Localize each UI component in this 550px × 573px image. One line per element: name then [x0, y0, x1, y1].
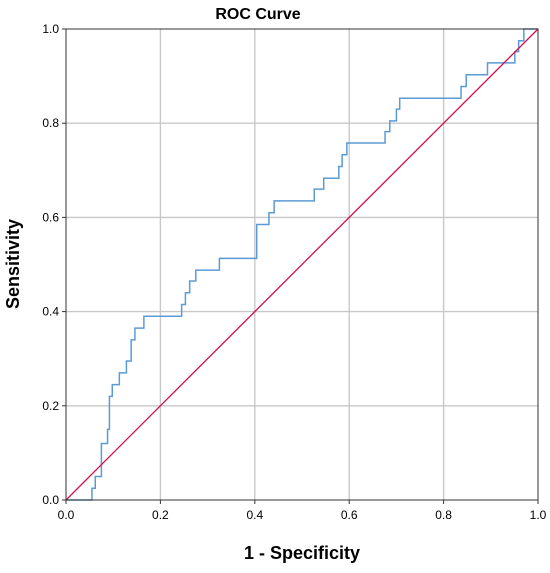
y-tick-label: 0.4 — [42, 305, 59, 319]
x-tick-label: 0.8 — [435, 508, 452, 522]
chart-title: ROC Curve — [215, 6, 300, 23]
y-tick-label: 1.0 — [42, 22, 59, 36]
roc-curve-line — [66, 28, 538, 501]
y-axis-title: Sensitivity — [3, 219, 23, 309]
y-tick-label: 0.6 — [42, 210, 59, 224]
x-tick-label: 1.0 — [530, 508, 547, 522]
tick-labels: 0.0 0.2 0.4 0.6 0.8 1.0 0.0 0.2 0.4 0.6 0.8 1.0 — [42, 22, 546, 522]
x-tick-label: 0.0 — [58, 508, 75, 522]
y-tick-label: 0.8 — [42, 116, 59, 130]
reference-diagonal-line — [65, 28, 539, 501]
plot-frame — [65, 28, 539, 501]
x-tick-label: 0.6 — [341, 508, 358, 522]
y-tick-label: 0.2 — [42, 399, 59, 413]
axes — [62, 28, 539, 504]
gridlines — [66, 29, 538, 500]
x-tick-label: 0.4 — [246, 508, 263, 522]
series-layer — [65, 28, 539, 501]
x-tick-label: 0.2 — [152, 508, 169, 522]
x-axis-title: 1 - Specificity — [244, 543, 360, 563]
y-tick-label: 0.0 — [42, 493, 59, 507]
